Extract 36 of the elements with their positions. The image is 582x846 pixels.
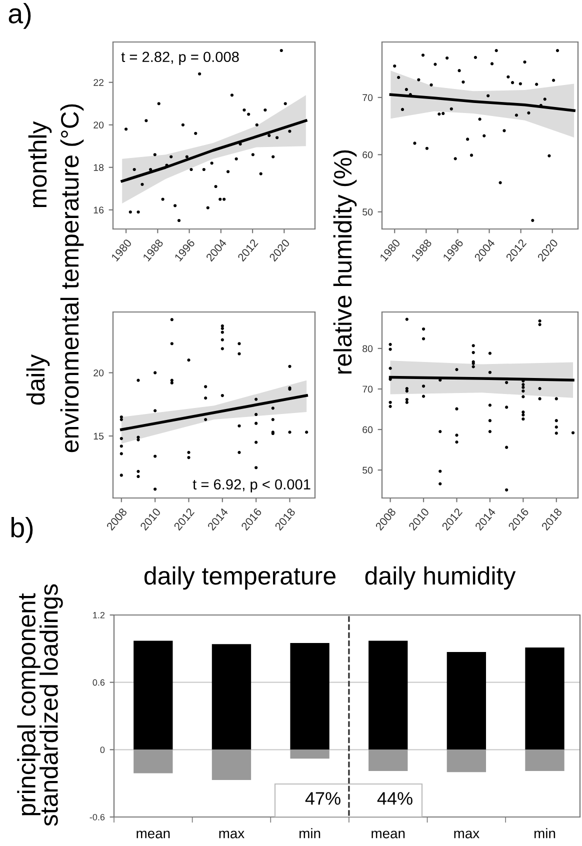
text: daily humidity [365, 566, 516, 590]
text: daily temperature [144, 566, 336, 590]
y-tick-label: 0 [100, 746, 105, 754]
y-tick-label: 60 [362, 426, 373, 434]
x-tick-label: mean [372, 830, 405, 838]
y-tick-label: 70 [362, 386, 373, 393]
text: a) [8, 3, 31, 29]
x-tick-label: min [300, 828, 320, 838]
y-tick-label: 50 [362, 466, 373, 474]
y-tick-label: 18 [94, 164, 104, 171]
y-tick-label: 60 [362, 151, 373, 158]
x-tick-label: max [454, 830, 480, 838]
y-tick-label: 15 [94, 432, 104, 440]
text: environmental temperature (°C) [60, 104, 84, 452]
x-tick-label: mean [136, 830, 170, 838]
y-tick-label: 80 [362, 345, 373, 352]
y-axis-title: monthly [28, 121, 52, 208]
y-tick-label: 50 [362, 208, 373, 216]
y-axis-title: relative humidity (%) [333, 150, 357, 374]
annotation: 47% [305, 792, 340, 805]
x-tick-label: max [219, 830, 244, 838]
y-axis-title: principal component standardized loadings [17, 584, 63, 826]
annotation: t = 2.82, p = 0.008 [121, 52, 239, 65]
annotation: 44% [377, 792, 412, 805]
y-tick-label: 20 [94, 122, 104, 128]
y-axis-title: daily [26, 354, 50, 405]
y-tick-label: 22 [94, 79, 104, 86]
y-tick-label: 16 [94, 206, 104, 214]
y-tick-label: -0.6 [90, 814, 105, 820]
y-tick-label: 70 [362, 94, 373, 102]
y-tick-label: 0.6 [92, 679, 105, 686]
x-tick-label: min [534, 828, 556, 838]
y-tick-label: 1.2 [93, 612, 105, 618]
y-tick-label: 20 [94, 369, 104, 376]
text: b) [11, 517, 33, 543]
annotation: t = 6.92, p < 0.001 [192, 479, 310, 492]
